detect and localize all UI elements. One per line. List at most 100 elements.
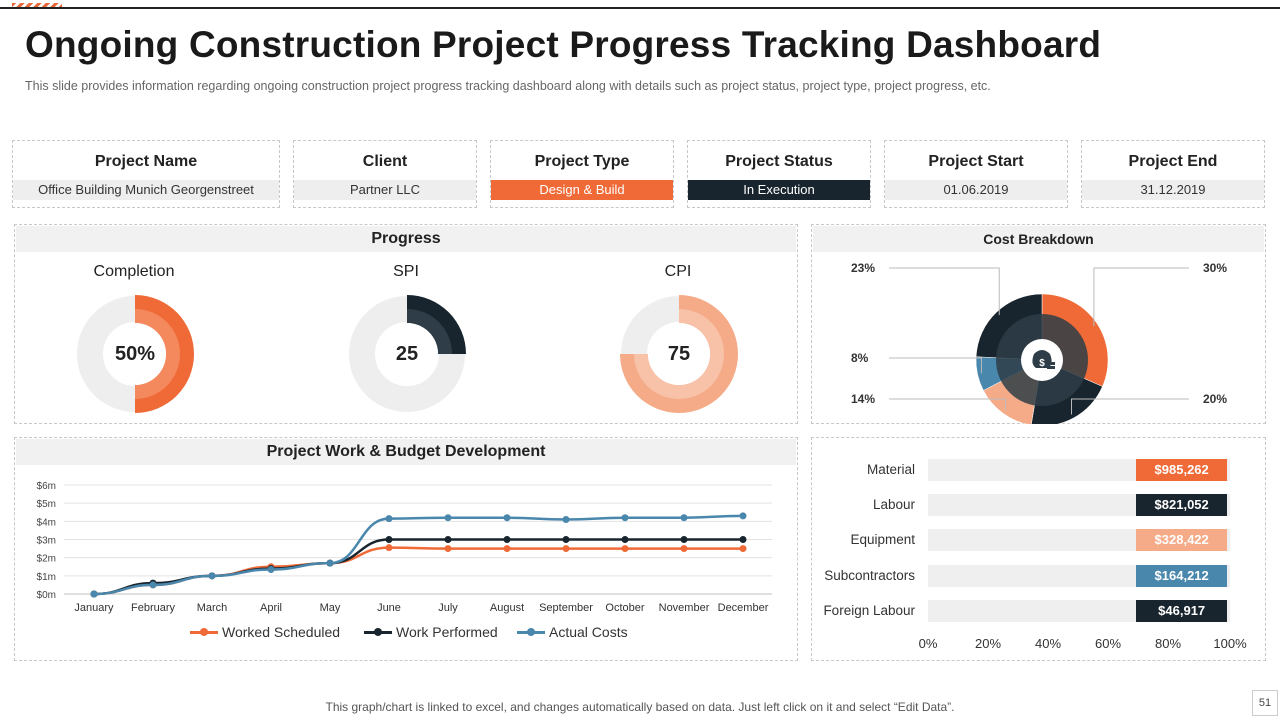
page-title: Ongoing Construction Project Progress Tr…: [25, 24, 1102, 65]
bar-track: $821,052: [928, 494, 1230, 516]
card-label: Client: [362, 153, 408, 170]
series-line-worked-scheduled: [93, 546, 743, 596]
series-point-worked-scheduled: [680, 545, 688, 553]
bar-category: Labour: [872, 497, 915, 512]
x-tick: 20%: [974, 636, 1002, 651]
legend-label: Work Performed: [396, 624, 498, 640]
card-project-end: Project End 31.12.2019: [1081, 140, 1265, 208]
x-tick-label: March: [197, 602, 228, 614]
series-point-work-performed: [621, 536, 629, 543]
page-subtitle: This slide provides information regardin…: [25, 79, 991, 93]
series-point-actual-costs: [149, 581, 157, 589]
card-client: Client Partner LLC: [293, 140, 477, 208]
pie-callout-label: 14%: [851, 392, 875, 406]
bar-track: $328,422: [928, 529, 1230, 551]
x-tick: 60%: [1094, 636, 1122, 651]
y-tick-label: $1m: [37, 572, 56, 583]
series-point-actual-costs: [444, 514, 452, 522]
money-bag-icon: $: [1032, 350, 1055, 369]
line-chart-panel: Project Work & Budget Development: [14, 437, 798, 661]
card-label: Project Status: [725, 153, 833, 170]
completion-gauge-inner-arc: [135, 309, 180, 399]
x-tick-label: August: [490, 602, 524, 614]
pie-callout-line: [1071, 398, 1189, 415]
completion-label: Completion: [93, 263, 175, 280]
card-project-start: Project Start 01.06.2019: [884, 140, 1068, 208]
spi-gauge-inner-arc: [407, 309, 452, 354]
progress-title: Progress: [16, 226, 796, 252]
card-project-status: Project Status In Execution: [687, 140, 871, 208]
x-tick-label: December: [718, 602, 769, 614]
card-value: In Execution: [688, 180, 870, 200]
x-tick-label: April: [260, 602, 282, 614]
coin-stack-icon: [1047, 366, 1055, 369]
page-number: 51: [1252, 690, 1278, 716]
series-point-actual-costs: [208, 572, 216, 580]
progress-panel: Progress: [14, 224, 798, 424]
completion-value: 50%: [114, 343, 156, 365]
cost-breakdown-title: Cost Breakdown: [813, 226, 1264, 252]
pie-callout-line: [889, 398, 1007, 411]
series-point-worked-scheduled: [503, 545, 511, 553]
card-label: Project Name: [94, 153, 198, 170]
card-project-type: Project Type Design & Build: [490, 140, 674, 208]
series-point-work-performed: [562, 536, 570, 543]
pie-callout-label: 20%: [1203, 392, 1227, 406]
bar-category: Foreign Labour: [823, 603, 915, 618]
card-project-name: Project Name Office Building Munich Geor…: [12, 140, 280, 208]
pie-callout-label: 8%: [851, 351, 869, 365]
series-point-actual-costs: [680, 514, 688, 522]
footnote: This graph/chart is linked to excel, and…: [325, 700, 955, 714]
series-point-work-performed: [503, 536, 511, 543]
legend-label: Worked Scheduled: [222, 624, 341, 640]
spi-value: 25: [395, 343, 419, 365]
legend-worked-scheduled: Worked Scheduled: [190, 624, 340, 640]
series-point-worked-scheduled: [739, 545, 747, 553]
card-value: Partner LLC: [294, 180, 476, 200]
cpi-label: CPI: [664, 263, 692, 280]
top-accent-stripes: [12, 3, 62, 7]
money-bag-body: [1032, 350, 1052, 368]
coin-stack-icon: [1047, 362, 1055, 365]
x-tick: 40%: [1034, 636, 1062, 651]
cost-bars-panel: [811, 437, 1266, 661]
legend-label: Actual Costs: [549, 624, 628, 640]
bar-track: $164,212: [928, 565, 1230, 587]
series-point-actual-costs: [267, 565, 275, 573]
card-value: 31.12.2019: [1082, 180, 1264, 200]
legend-swatch: [364, 627, 392, 636]
series-point-actual-costs: [326, 559, 334, 567]
spi-gauge-outer-arc: [407, 295, 466, 354]
spi-label: SPI: [393, 263, 419, 280]
y-tick-label: $6m: [37, 481, 56, 492]
cpi-gauge-inner-arc: [634, 309, 724, 399]
x-tick: 80%: [1154, 636, 1182, 651]
legend-actual-costs: Actual Costs: [517, 624, 628, 640]
x-tick: 0%: [918, 636, 938, 651]
bar-value-material: $985,262: [1136, 459, 1227, 481]
work-budget-line-chart: $0m $1m $2m $3m $4m $5m $6m January February Marc…: [37, 481, 772, 614]
x-tick-label: October: [605, 602, 644, 614]
card-value: Design & Build: [491, 180, 673, 200]
y-tick-label: $0m: [37, 590, 56, 601]
x-tick-label: June: [377, 602, 401, 614]
series-point-work-performed: [444, 536, 452, 543]
series-point-work-performed: [385, 536, 393, 543]
series-point-worked-scheduled: [385, 544, 393, 552]
bar-track: $985,262: [928, 459, 1230, 481]
bar-category: Material: [866, 462, 915, 477]
series-point-worked-scheduled: [562, 545, 570, 553]
pie-callout-line: [889, 357, 982, 374]
cpi-value: 75: [667, 343, 691, 365]
series-line-actual-costs: [93, 514, 744, 596]
legend-swatch: [517, 627, 545, 636]
series-point-actual-costs: [385, 515, 393, 523]
pie-callout-label: 23%: [851, 261, 875, 275]
series-point-work-performed: [680, 536, 688, 543]
money-bag-symbol: $: [1039, 358, 1045, 369]
x-tick-label: January: [74, 602, 114, 614]
card-label: Project Type: [534, 153, 630, 170]
x-tick-label: July: [438, 602, 458, 614]
y-tick-label: $5m: [37, 499, 56, 510]
